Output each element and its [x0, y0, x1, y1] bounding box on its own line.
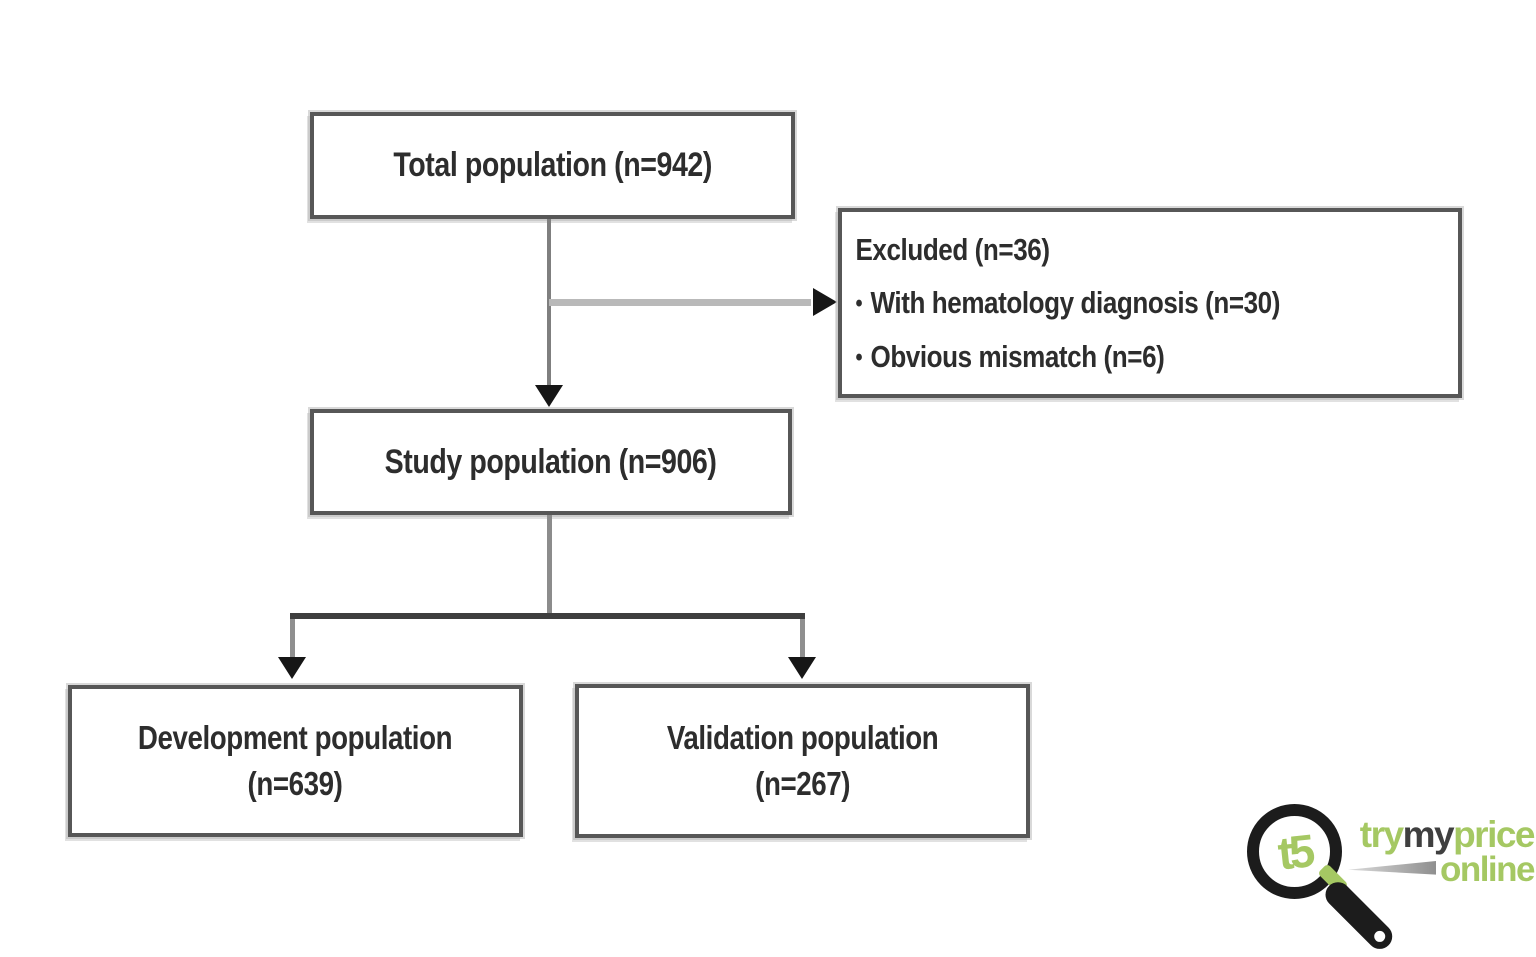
development-line1: Development population — [138, 719, 453, 756]
brand-line-online: online — [1350, 850, 1536, 889]
logo-monogram: t5 — [1275, 823, 1314, 880]
excluded-item-mismatch: • Obvious mismatch (n=6) — [855, 330, 1280, 384]
development-line2: (n=639) — [248, 765, 343, 802]
arrowhead-into-study-icon — [535, 385, 563, 407]
brand-line-trymyprice: trymyprice — [1350, 814, 1536, 855]
node-study-population: Study population (n=906) — [310, 409, 792, 515]
node-validation-population: Validation population (n=267) — [575, 684, 1030, 838]
node-excluded: Excluded (n=36) • With hematology diagnos… — [838, 208, 1462, 398]
validation-line1: Validation population — [666, 719, 939, 756]
total-population-label: Total population (n=942) — [393, 146, 712, 184]
excluded-item-text: With hematology diagnosis (n=30) — [870, 284, 1281, 320]
connector-study-stub — [547, 515, 552, 617]
trymyprice-watermark: t5 trymyprice online — [1230, 780, 1536, 957]
excluded-item-text: Obvious mismatch (n=6) — [870, 338, 1165, 374]
validation-line2: (n=267) — [755, 765, 850, 802]
brand-online: online — [1439, 850, 1536, 889]
magnifier-glass-icon: t5 — [1247, 804, 1342, 899]
study-population-label: Study population (n=906) — [385, 442, 717, 481]
arrowhead-into-excluded-icon — [813, 288, 837, 316]
excluded-item-hematology: • With hematology diagnosis (n=30) — [855, 276, 1280, 330]
node-total-population: Total population (n=942) — [310, 112, 795, 219]
arrowhead-into-development-icon — [278, 657, 306, 679]
node-development-population: Development population (n=639) — [68, 685, 523, 837]
validation-population-label: Validation population (n=267) — [666, 715, 939, 807]
connector-drop-development — [290, 619, 295, 657]
development-population-label: Development population (n=639) — [138, 715, 453, 807]
connector-drop-validation — [800, 619, 805, 657]
connector-tee — [290, 613, 805, 619]
brand-try: try — [1359, 814, 1404, 855]
arrowhead-into-validation-icon — [788, 657, 816, 679]
bullet-icon: • — [855, 343, 863, 371]
handle-dot-icon — [1371, 928, 1388, 945]
bullet-icon: • — [855, 289, 863, 317]
connector-to-excluded — [549, 299, 811, 306]
excluded-title: Excluded (n=36) — [855, 231, 1050, 267]
brand-price: price — [1453, 814, 1535, 855]
brand-my: my — [1402, 814, 1455, 855]
magnifier-handle-icon — [1320, 877, 1398, 955]
excluded-content: Excluded (n=36) • With hematology diagnos… — [842, 223, 1280, 384]
